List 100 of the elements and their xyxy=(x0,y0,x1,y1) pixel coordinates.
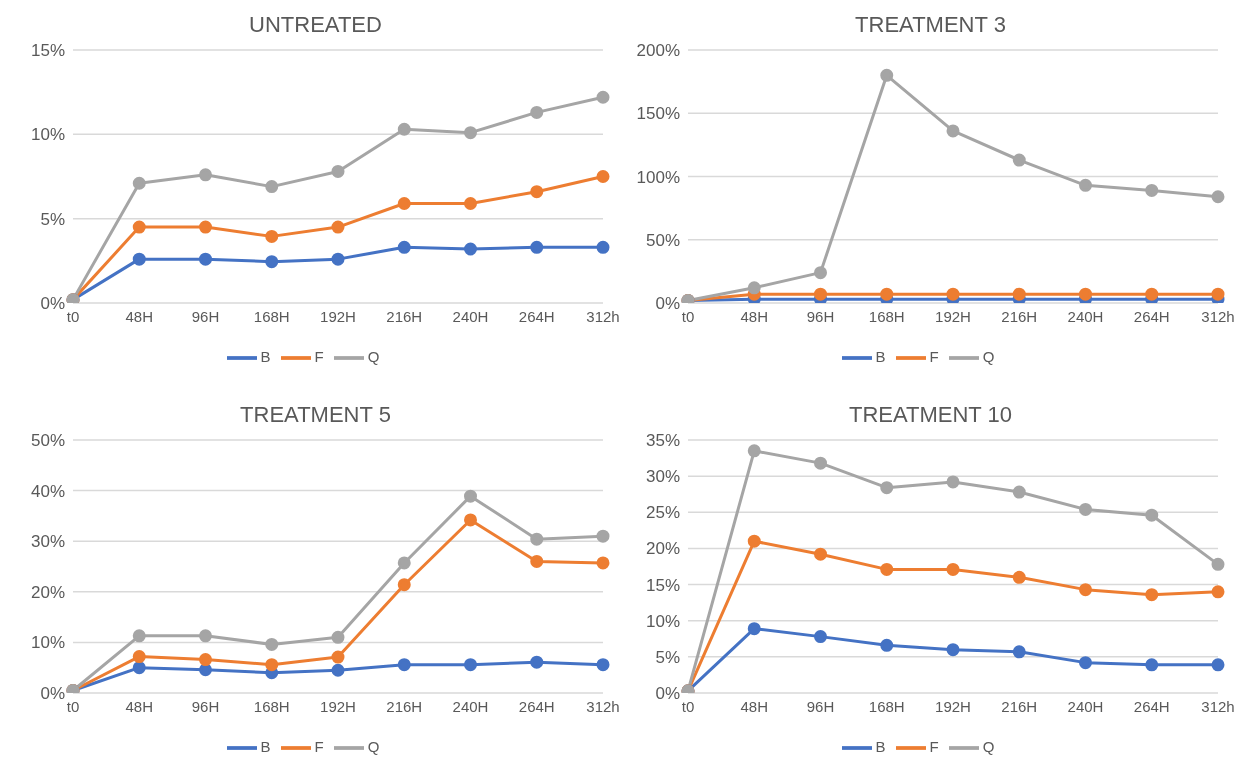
y-tick-label: 40% xyxy=(30,481,65,501)
point xyxy=(880,68,894,82)
x-tick-label: 240H xyxy=(1067,697,1104,715)
x-tick-label: t0 xyxy=(681,307,695,325)
point xyxy=(1145,287,1159,301)
x-tick-label: 48H xyxy=(125,307,154,325)
y-tick-label: 0% xyxy=(40,684,65,704)
point xyxy=(132,661,146,675)
point xyxy=(596,529,610,543)
x-tick-label: t0 xyxy=(66,307,80,325)
point xyxy=(1211,557,1225,571)
y-tick-label: 15% xyxy=(30,41,65,61)
x-tick-label: 192H xyxy=(320,307,356,325)
point xyxy=(747,534,761,548)
point xyxy=(747,281,761,295)
point xyxy=(530,532,544,546)
y-tick-label: 50% xyxy=(645,230,680,250)
x-tick-label: 96H xyxy=(191,697,220,715)
point xyxy=(331,650,345,664)
point xyxy=(1012,153,1026,167)
x-tick-label: 264H xyxy=(1133,307,1170,325)
x-tick-label: 240H xyxy=(452,307,489,325)
point xyxy=(464,489,477,503)
y-tick-label: 30% xyxy=(30,532,65,552)
point xyxy=(1079,502,1092,516)
point xyxy=(1211,190,1225,204)
point xyxy=(814,266,827,280)
point xyxy=(199,663,212,677)
point xyxy=(1211,658,1225,672)
point xyxy=(464,658,477,672)
chart-title: TREATMENT 10 xyxy=(848,401,1013,429)
x-tick-label: 48H xyxy=(740,697,769,715)
y-tick-label: 100% xyxy=(636,167,680,187)
y-tick-label: 50% xyxy=(30,431,65,451)
y-tick-label: 30% xyxy=(645,467,680,487)
point xyxy=(132,220,146,234)
y-tick-label: 10% xyxy=(645,611,680,631)
point xyxy=(1012,570,1026,584)
point xyxy=(530,240,544,254)
point xyxy=(397,658,411,672)
x-tick-label: t0 xyxy=(66,697,80,715)
point xyxy=(946,287,960,301)
x-tick-label: 168H xyxy=(253,307,290,325)
point xyxy=(1145,508,1159,522)
point xyxy=(1079,656,1092,670)
y-tick-label: 0% xyxy=(40,294,65,314)
y-tick-label: 150% xyxy=(636,104,680,124)
point xyxy=(880,562,894,576)
x-tick-label: 168H xyxy=(253,697,290,715)
point xyxy=(199,168,212,182)
x-tick-label: t0 xyxy=(681,697,695,715)
point xyxy=(814,287,827,301)
point xyxy=(530,655,544,669)
point xyxy=(331,252,345,266)
point xyxy=(747,444,761,458)
point xyxy=(331,663,345,677)
x-tick-label: 264H xyxy=(518,697,555,715)
x-tick-label: 312h xyxy=(1201,307,1235,325)
chart-title: TREATMENT 5 xyxy=(239,401,392,429)
point xyxy=(946,475,960,489)
point xyxy=(1079,178,1092,192)
point xyxy=(464,196,477,210)
point xyxy=(946,562,960,576)
legend-label: B xyxy=(875,347,886,365)
point xyxy=(397,196,411,210)
x-tick-label: 240H xyxy=(1067,307,1104,325)
x-tick-label: 168H xyxy=(868,697,905,715)
point xyxy=(596,658,610,672)
point xyxy=(397,122,411,136)
point xyxy=(1012,287,1026,301)
legend-label: B xyxy=(875,737,886,755)
point xyxy=(331,220,345,234)
point xyxy=(464,513,477,527)
x-tick-label: 96H xyxy=(806,307,835,325)
x-tick-label: 216H xyxy=(386,307,423,325)
x-tick-label: 216H xyxy=(1001,307,1038,325)
point xyxy=(747,622,761,636)
point xyxy=(1079,287,1092,301)
point xyxy=(530,554,544,568)
point xyxy=(946,643,960,657)
y-tick-label: 20% xyxy=(30,582,65,602)
x-tick-label: 264H xyxy=(518,307,555,325)
point xyxy=(1145,183,1159,197)
legend-label: Q xyxy=(982,347,995,365)
x-tick-label: 216H xyxy=(386,697,423,715)
legend-label: F xyxy=(314,737,324,755)
y-tick-label: 25% xyxy=(645,503,680,523)
point xyxy=(1012,645,1026,659)
point xyxy=(530,185,544,199)
point xyxy=(265,180,279,194)
y-tick-label: 20% xyxy=(645,539,680,559)
point xyxy=(331,164,345,178)
point xyxy=(530,105,544,119)
x-tick-label: 48H xyxy=(125,697,154,715)
legend-label: F xyxy=(314,347,324,365)
x-tick-label: 192H xyxy=(935,307,971,325)
x-tick-label: 312h xyxy=(586,307,620,325)
point xyxy=(199,629,212,643)
point xyxy=(1145,658,1159,672)
point xyxy=(814,547,827,561)
